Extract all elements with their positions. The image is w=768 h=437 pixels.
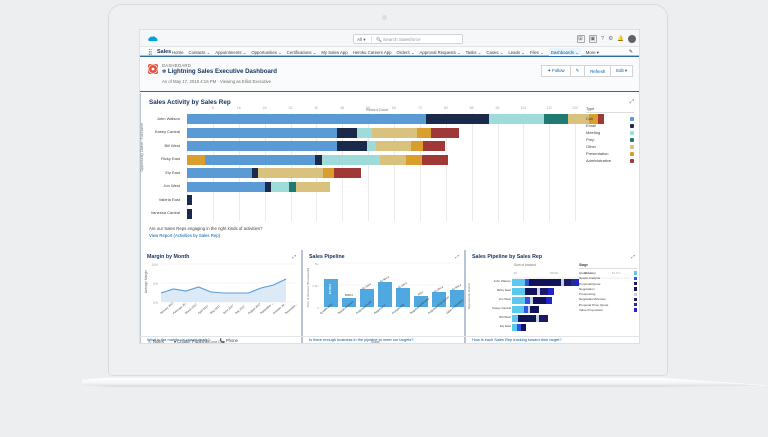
svg-text:5%: 5% xyxy=(153,282,158,286)
svg-text:5m: 5m xyxy=(315,262,320,266)
svg-text:0: 0 xyxy=(317,306,319,310)
svg-text:0%: 0% xyxy=(153,301,158,305)
svg-text:10%: 10% xyxy=(151,263,158,267)
svg-text:$912: $912 xyxy=(417,290,424,297)
svg-text:$500k: $500k xyxy=(550,271,559,275)
svg-text:$0: $0 xyxy=(514,271,518,275)
svg-text:2.5m: 2.5m xyxy=(312,284,319,288)
svg-text:$3,792.3: $3,792.3 xyxy=(328,283,332,294)
svg-text:$696.2: $696.2 xyxy=(345,293,353,297)
